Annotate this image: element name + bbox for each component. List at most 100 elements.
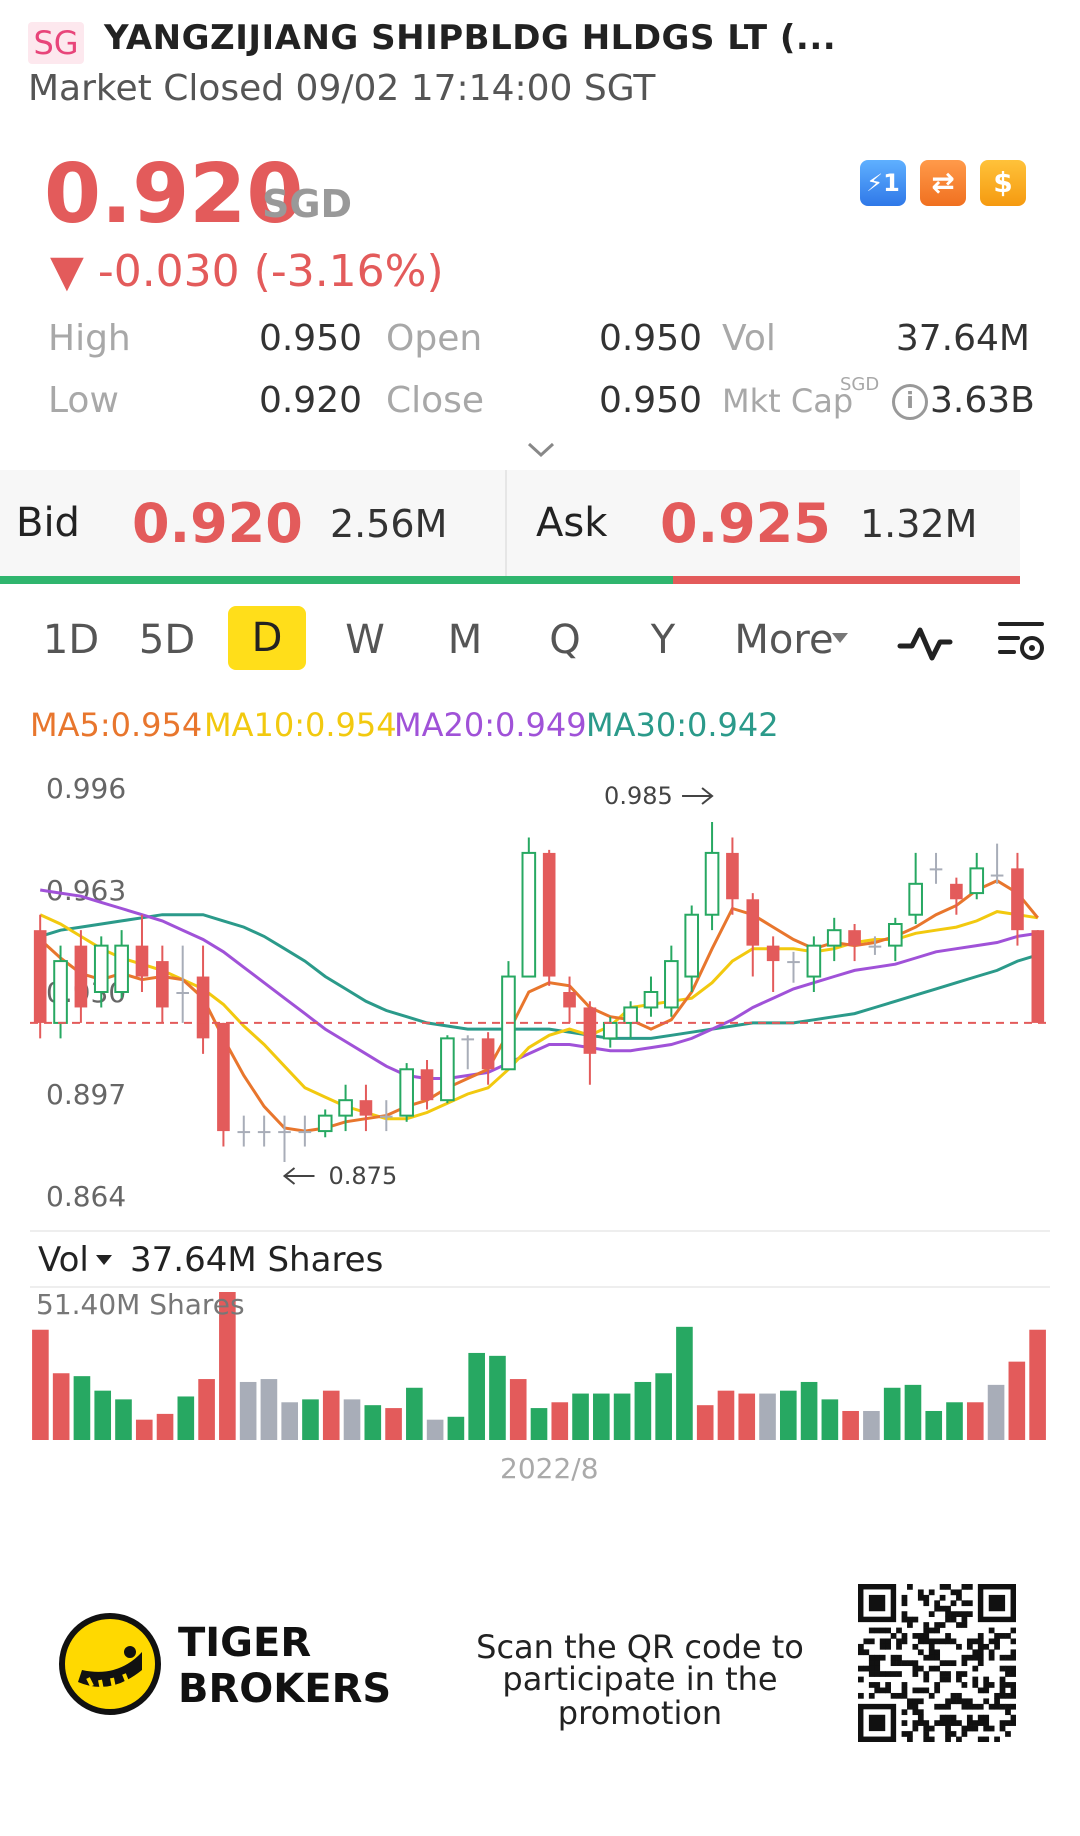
candle-body (563, 992, 576, 1008)
dollar-icon[interactable]: $ (980, 160, 1026, 206)
candle-body (317, 1114, 333, 1133)
volume-bar (946, 1402, 963, 1440)
tab-d[interactable]: D (228, 606, 306, 670)
volume-bar (489, 1355, 506, 1440)
candle-body (602, 1021, 618, 1040)
indicator-icon[interactable] (896, 620, 954, 666)
qr-module (1005, 1671, 1011, 1677)
vol-label: Vol (722, 318, 776, 359)
qr-module (999, 1676, 1006, 1683)
qr-module (1005, 1731, 1011, 1737)
qr-module (907, 1698, 913, 1705)
qr-module (928, 1736, 935, 1742)
swap-icon[interactable]: ⇄ (920, 160, 966, 206)
qr-module (1010, 1627, 1016, 1634)
volume-bar (343, 1399, 361, 1440)
high-label: High (48, 318, 131, 359)
qr-module (1010, 1671, 1016, 1677)
qr-module (961, 1616, 968, 1623)
qr-module (956, 1692, 962, 1699)
qr-module (977, 1720, 984, 1726)
promo-qr-code[interactable] (858, 1584, 1016, 1742)
qr-module (934, 1720, 941, 1726)
tab-1d[interactable]: 1D (42, 617, 100, 663)
info-icon[interactable]: i (892, 384, 928, 420)
volume-bar (613, 1393, 631, 1440)
qr-module (879, 1638, 886, 1645)
qr-module (907, 1703, 913, 1710)
qr-module (956, 1736, 962, 1742)
volume-bar (904, 1384, 922, 1440)
qr-finder (868, 1714, 886, 1732)
qr-module (972, 1682, 979, 1688)
qr-module (934, 1627, 941, 1634)
stock-name[interactable]: YANGZIJIANG SHIPBLDG HLDGS LT (... (104, 18, 837, 58)
qr-module (956, 1698, 962, 1705)
volume-bar (447, 1416, 465, 1440)
more-dropdown-icon[interactable] (830, 630, 850, 646)
qr-module (901, 1687, 908, 1694)
tab-w[interactable]: W (345, 617, 385, 663)
qr-module (874, 1682, 881, 1688)
qr-module (939, 1671, 946, 1677)
chevron-down-icon[interactable] (526, 440, 556, 460)
tab-q[interactable]: Q (549, 617, 581, 663)
candle-body (766, 945, 780, 962)
candle-body (623, 1006, 638, 1024)
tab-y[interactable]: Y (650, 617, 676, 663)
qr-module (983, 1736, 990, 1742)
candle-body (664, 960, 679, 1009)
qr-module (999, 1692, 1006, 1699)
tab-m[interactable]: M (447, 617, 483, 663)
qr-module (950, 1589, 957, 1596)
price-change: ▼ -0.030 (-3.16%) (50, 246, 444, 297)
qr-module (928, 1692, 935, 1699)
qr-module (923, 1627, 930, 1634)
volume-bar (156, 1413, 174, 1440)
qr-module (923, 1676, 930, 1683)
qr-module (977, 1703, 984, 1710)
candle-body (684, 913, 700, 978)
qr-module (923, 1687, 930, 1694)
qr-module (972, 1720, 979, 1726)
volume-bar (696, 1405, 714, 1440)
qr-module (874, 1687, 881, 1694)
qr-module (994, 1698, 1000, 1705)
qr-module (901, 1682, 908, 1688)
tab-5d[interactable]: 5D (138, 617, 196, 663)
qr-module (896, 1671, 902, 1677)
candle-body (643, 991, 659, 1009)
qr-module (945, 1731, 951, 1737)
qr-module (863, 1638, 870, 1645)
qr-module (983, 1698, 990, 1705)
candle-body (1011, 868, 1024, 931)
lightning-trade-icon[interactable]: ⚡1 (860, 160, 906, 206)
qr-module (988, 1638, 995, 1645)
qr-module (912, 1703, 919, 1710)
qr-module (1005, 1654, 1011, 1661)
qr-module (977, 1687, 984, 1694)
qr-module (917, 1638, 924, 1645)
volume-divider (30, 1286, 1050, 1288)
volume-dropdown-icon[interactable] (94, 1252, 114, 1268)
volume-bar (842, 1410, 859, 1440)
ask-volume-bar (673, 576, 1020, 584)
qr-module (972, 1703, 979, 1710)
vol-value: 37.64M (895, 318, 1030, 359)
qr-module (983, 1720, 990, 1726)
qr-module (972, 1638, 979, 1645)
qr-module (972, 1665, 979, 1672)
chart-settings-icon[interactable] (996, 616, 1048, 668)
qr-module (923, 1600, 930, 1607)
qr-module (950, 1616, 957, 1623)
qr-module (939, 1605, 946, 1612)
y-tick-label: 0.897 (46, 1078, 126, 1111)
volume-value: 37.64M Shares (130, 1240, 384, 1280)
tab-more[interactable]: More (734, 617, 834, 663)
qr-module (950, 1731, 957, 1737)
brand-line2: BROKERS (178, 1666, 392, 1712)
volume-label[interactable]: Vol (38, 1240, 89, 1280)
qr-module (923, 1671, 930, 1677)
open-value: 0.950 (598, 318, 702, 359)
